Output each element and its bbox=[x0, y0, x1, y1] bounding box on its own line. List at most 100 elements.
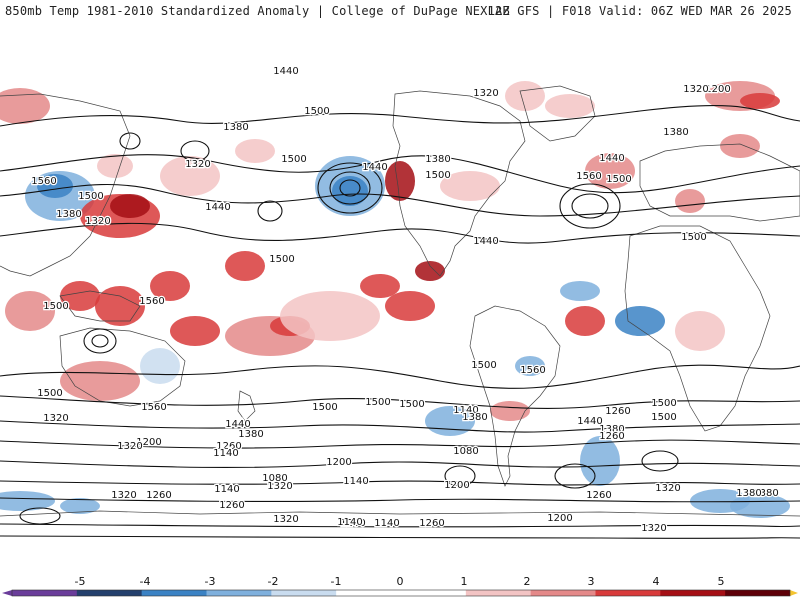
colorbar-segment bbox=[336, 590, 402, 596]
colorbar-tick-label: -2 bbox=[268, 575, 279, 588]
anomaly-region bbox=[160, 156, 220, 196]
contour-height-label: 1140 bbox=[213, 448, 238, 459]
height-contour bbox=[0, 535, 800, 539]
colorbar-tick-label: -3 bbox=[205, 575, 216, 588]
contour-labels: 1440 1500 1380 1320 1500 1500 1440 1440 1560 1500… bbox=[30, 66, 780, 535]
anomaly-region bbox=[440, 171, 500, 201]
contour-height-label: 1380 bbox=[462, 412, 487, 423]
anomaly-region bbox=[545, 94, 595, 118]
colorbar-min-arrow bbox=[2, 590, 12, 596]
contour-height-label: 1260 bbox=[599, 431, 624, 442]
contour-height-label: 1380 bbox=[425, 154, 450, 165]
contour-height-label: 1560 bbox=[576, 171, 601, 182]
colorbar-segment bbox=[660, 590, 726, 596]
anomaly-region bbox=[675, 311, 725, 351]
height-contour bbox=[0, 439, 800, 449]
contour-height-label: 1440 bbox=[205, 202, 230, 213]
contour-height-label: 1320 bbox=[641, 523, 666, 534]
anomaly-region bbox=[385, 291, 435, 321]
colorbar-segment bbox=[12, 590, 78, 596]
closed-height-contour bbox=[339, 179, 361, 197]
contour-height-label: 1560 bbox=[139, 296, 164, 307]
contour-height-label: 1440 bbox=[599, 153, 624, 164]
colorbar-segment bbox=[465, 590, 532, 596]
contour-height-label: 1380 bbox=[753, 488, 778, 499]
colorbar-tick-label: 3 bbox=[588, 575, 595, 588]
contour-height-label: 1200 bbox=[705, 84, 730, 95]
closed-height-contour bbox=[317, 162, 383, 214]
contour-height-label: 1200 bbox=[136, 437, 161, 448]
contour-height-label: 1500 bbox=[681, 232, 706, 243]
colorbar-tick-label: 4 bbox=[653, 575, 660, 588]
contour-height-label: 1500 bbox=[425, 170, 450, 181]
anomaly-region bbox=[385, 161, 415, 201]
contour-height-label: 1560 bbox=[31, 176, 56, 187]
anomaly-colorbar: -5 -4 -3 -2 -1 0 1 2 3 4 5 bbox=[2, 575, 798, 597]
anomaly-region bbox=[95, 286, 145, 326]
anomaly-region bbox=[60, 498, 100, 514]
contour-height-label: 1140 bbox=[337, 517, 362, 528]
colorbar-tick-label: 0 bbox=[397, 575, 404, 588]
anomaly-region bbox=[150, 271, 190, 301]
contour-height-label: 1260 bbox=[216, 441, 241, 452]
contour-height-label: 1440 bbox=[362, 162, 387, 173]
closed-height-contour bbox=[559, 183, 621, 229]
closed-height-contour bbox=[19, 507, 61, 525]
contour-height-label: 1320 bbox=[273, 514, 298, 525]
contour-height-label: 1560 bbox=[520, 365, 545, 376]
contour-height-label: 1260 bbox=[419, 518, 444, 529]
anomaly-region bbox=[37, 174, 73, 198]
anomaly-region bbox=[720, 134, 760, 158]
contour-height-label: 1380 bbox=[238, 429, 263, 440]
anomaly-region bbox=[60, 361, 140, 401]
anomaly-region bbox=[235, 139, 275, 163]
contour-height-label: 1200 bbox=[326, 457, 351, 468]
height-contour bbox=[0, 497, 800, 503]
anomaly-region bbox=[97, 154, 133, 178]
contour-height-label: 1320 bbox=[267, 481, 292, 492]
colorbar-tick-label: -4 bbox=[140, 575, 151, 588]
contour-height-label: 1080 bbox=[262, 473, 287, 484]
contour-height-label: 1440 bbox=[473, 236, 498, 247]
colorbar-segment bbox=[76, 590, 143, 596]
colorbar-tick-label: 2 bbox=[524, 575, 531, 588]
colorbar-max-arrow bbox=[790, 590, 798, 596]
contour-height-label: 1260 bbox=[219, 500, 244, 511]
contour-height-label: 1440 bbox=[225, 419, 250, 430]
anomaly-region bbox=[505, 81, 545, 111]
anomaly-region bbox=[60, 281, 100, 311]
anomaly-region bbox=[360, 274, 400, 298]
anomaly-region bbox=[0, 88, 50, 124]
closed-height-contour bbox=[180, 140, 210, 162]
anomaly-region bbox=[170, 316, 220, 346]
anomaly-region bbox=[280, 291, 380, 341]
anomaly-region bbox=[490, 401, 530, 421]
height-contour bbox=[0, 395, 800, 409]
contour-height-label: 1380 bbox=[736, 488, 761, 499]
contour-height-label: 1140 bbox=[214, 484, 239, 495]
anomaly-region bbox=[415, 261, 445, 281]
colorbar-tick-label: -1 bbox=[331, 575, 342, 588]
colorbar-outline bbox=[11, 589, 791, 597]
height-contour bbox=[0, 480, 800, 486]
contour-height-label: 1200 bbox=[547, 513, 572, 524]
anomaly-region bbox=[565, 306, 605, 336]
contour-height-label: 1500 bbox=[606, 174, 631, 185]
contour-height-label: 1380 bbox=[663, 127, 688, 138]
height-contour bbox=[0, 154, 800, 194]
anomaly-region bbox=[515, 356, 545, 376]
closed-height-contour bbox=[554, 463, 596, 489]
anomaly-region bbox=[675, 189, 705, 213]
anomaly-region bbox=[580, 436, 620, 486]
map-title: 850mb Temp 1981-2010 Standardized Anomal… bbox=[5, 4, 510, 18]
closed-height-contour bbox=[329, 171, 371, 205]
height-contour bbox=[0, 183, 800, 217]
height-contour bbox=[0, 104, 800, 127]
closed-height-contour bbox=[91, 334, 109, 348]
anomaly-region bbox=[140, 348, 180, 384]
colorbar-segment bbox=[206, 590, 272, 596]
colorbar-segment bbox=[271, 590, 337, 596]
anomaly-region bbox=[730, 494, 790, 518]
coastlines bbox=[0, 85, 800, 517]
contour-height-label: 1440 bbox=[273, 66, 298, 77]
